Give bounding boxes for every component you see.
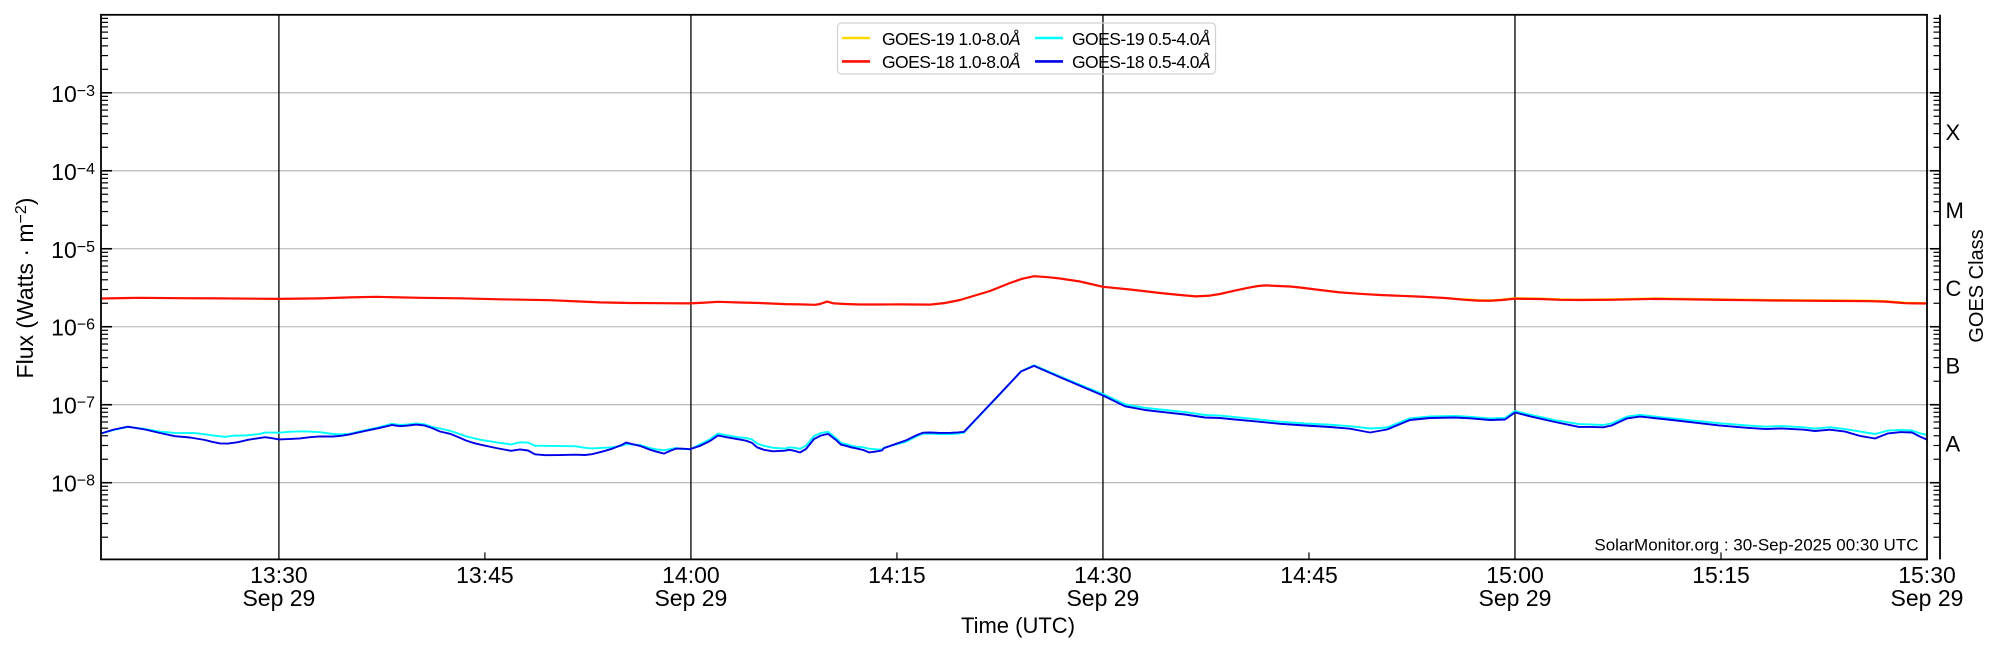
svg-text:Sep 29: Sep 29: [1066, 585, 1139, 611]
svg-text:10−5: 10−5: [51, 237, 95, 263]
svg-text:B: B: [1946, 354, 1961, 379]
svg-text:15:00: 15:00: [1486, 562, 1544, 588]
svg-text:Sep 29: Sep 29: [654, 585, 727, 611]
svg-text:13:45: 13:45: [456, 562, 514, 588]
svg-text:14:15: 14:15: [868, 562, 926, 588]
svg-text:GOES-19 0.5-4.0Å: GOES-19 0.5-4.0Å: [1072, 29, 1210, 49]
svg-text:A: A: [1946, 432, 1961, 457]
svg-text:14:00: 14:00: [662, 562, 720, 588]
svg-text:Sep 29: Sep 29: [1891, 585, 1964, 611]
svg-text:GOES-18 1.0-8.0Å: GOES-18 1.0-8.0Å: [882, 52, 1020, 72]
svg-text:Sep 29: Sep 29: [242, 585, 315, 611]
svg-text:15:15: 15:15: [1692, 562, 1750, 588]
svg-text:M: M: [1946, 198, 1964, 223]
svg-text:GOES-19 1.0-8.0Å: GOES-19 1.0-8.0Å: [882, 29, 1020, 49]
svg-text:SolarMonitor.org : 30-Sep-2025: SolarMonitor.org : 30-Sep-2025 00:30 UTC: [1594, 536, 1918, 555]
svg-text:10−7: 10−7: [51, 393, 95, 419]
svg-text:13:30: 13:30: [250, 562, 308, 588]
svg-text:GOES Class: GOES Class: [1966, 229, 1988, 342]
svg-text:C: C: [1946, 276, 1962, 301]
svg-text:GOES-18 0.5-4.0Å: GOES-18 0.5-4.0Å: [1072, 52, 1210, 72]
svg-text:X: X: [1946, 120, 1961, 145]
svg-text:Sep 29: Sep 29: [1479, 585, 1552, 611]
svg-text:Flux (Watts · m−2): Flux (Watts · m−2): [12, 198, 38, 379]
svg-text:14:45: 14:45: [1280, 562, 1338, 588]
svg-text:15:30: 15:30: [1898, 562, 1956, 588]
svg-text:14:30: 14:30: [1074, 562, 1132, 588]
svg-text:Time (UTC): Time (UTC): [961, 613, 1075, 638]
